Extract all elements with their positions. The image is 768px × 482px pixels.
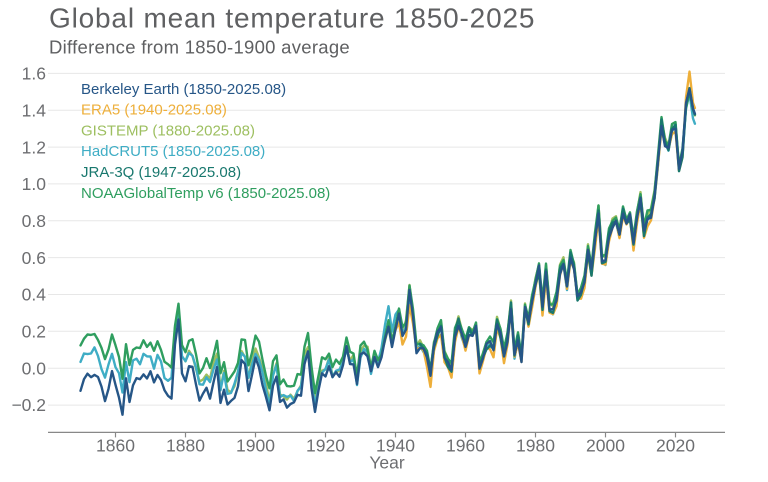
svg-text:0.0: 0.0 <box>22 358 47 378</box>
svg-text:0.8: 0.8 <box>22 211 46 231</box>
svg-text:0.4: 0.4 <box>22 285 47 305</box>
svg-text:ERA5 (1940-2025.08): ERA5 (1940-2025.08) <box>81 102 227 119</box>
svg-text:1880: 1880 <box>166 435 205 455</box>
svg-text:0.6: 0.6 <box>22 248 46 268</box>
svg-text:Berkeley Earth (1850-2025.08): Berkeley Earth (1850-2025.08) <box>81 81 286 98</box>
svg-text:2020: 2020 <box>656 435 695 455</box>
svg-text:1860: 1860 <box>96 435 135 455</box>
svg-text:1920: 1920 <box>306 435 345 455</box>
svg-text:JRA-3Q (1947-2025.08): JRA-3Q (1947-2025.08) <box>81 164 241 181</box>
svg-text:0.2: 0.2 <box>22 322 46 342</box>
svg-text:NOAAGlobalTemp v6 (1850-2025.0: NOAAGlobalTemp v6 (1850-2025.08) <box>81 185 330 202</box>
svg-text:GISTEMP (1880-2025.08): GISTEMP (1880-2025.08) <box>81 122 255 139</box>
svg-text:1900: 1900 <box>236 435 275 455</box>
svg-text:1.4: 1.4 <box>22 100 47 120</box>
svg-text:1.6: 1.6 <box>22 64 46 84</box>
svg-text:2000: 2000 <box>586 435 625 455</box>
svg-text:1940: 1940 <box>376 435 415 455</box>
svg-text:1980: 1980 <box>516 435 555 455</box>
svg-text:1.0: 1.0 <box>22 174 47 194</box>
svg-text:Difference from 1850-1900 aver: Difference from 1850-1900 average <box>49 37 350 58</box>
svg-text:Global mean temperature 1850-2: Global mean temperature 1850-2025 <box>49 3 535 34</box>
svg-text:1960: 1960 <box>446 435 485 455</box>
svg-text:1.2: 1.2 <box>22 137 46 157</box>
svg-text:Year: Year <box>369 452 405 472</box>
svg-text:−0.2: −0.2 <box>11 395 46 415</box>
svg-text:HadCRUT5 (1850-2025.08): HadCRUT5 (1850-2025.08) <box>81 143 265 160</box>
